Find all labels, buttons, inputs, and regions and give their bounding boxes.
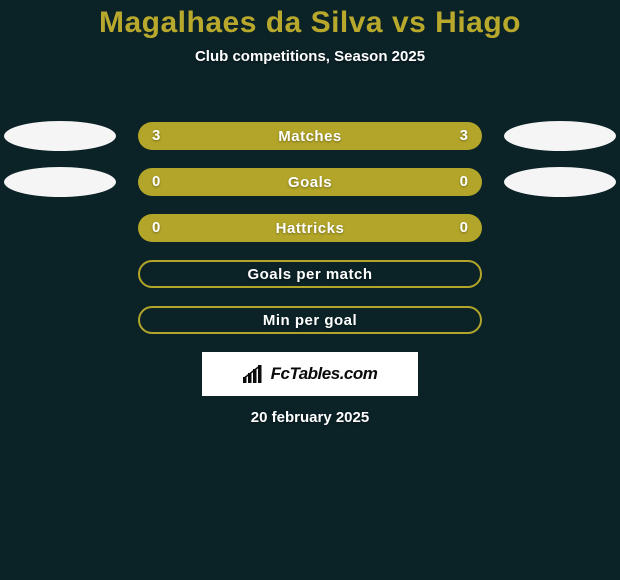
stat-value-left: 3 [152,122,160,150]
stat-value-right: 0 [460,214,468,242]
bar-chart-icon [243,365,265,383]
stat-bar: Min per goal [138,306,482,334]
stat-row: Min per goal [0,306,620,334]
title-player-right: Hiago [435,6,521,39]
stat-label: Goals [288,174,332,191]
stat-bar: Matches [138,122,482,150]
stat-value-right: 0 [460,168,468,196]
stat-row: Hattricks 0 0 [0,214,620,242]
title-vs: vs [383,6,435,39]
stat-value-left: 0 [152,168,160,196]
subtitle: Club competitions, Season 2025 [0,48,620,65]
stat-rows: Matches 3 3 Goals 0 0 Hattricks 0 0 Goals per mat… [0,122,620,352]
stat-label: Hattricks [276,220,345,237]
stat-bar: Goals per match [138,260,482,288]
stat-row: Goals 0 0 [0,168,620,196]
fctables-logo-band: FcTables.com [202,352,418,396]
stat-value-left: 0 [152,214,160,242]
stat-label: Min per goal [263,312,357,329]
fctables-logo-text: FcTables.com [271,364,378,384]
stat-row: Goals per match [0,260,620,288]
stat-bar: Goals [138,168,482,196]
stat-bar: Hattricks [138,214,482,242]
stat-row: Matches 3 3 [0,122,620,150]
stat-label: Goals per match [247,266,372,283]
comparison-infographic: Magalhaes da Silva vs Hiago Club competi… [0,0,620,580]
date-line: 20 february 2025 [0,409,620,426]
avatar-placeholder-left [4,167,116,197]
page-title: Magalhaes da Silva vs Hiago [0,0,620,40]
stat-label: Matches [278,128,342,145]
avatar-placeholder-right [504,167,616,197]
avatar-placeholder-right [504,121,616,151]
avatar-placeholder-left [4,121,116,151]
title-player-left: Magalhaes da Silva [99,6,383,39]
stat-value-right: 3 [460,122,468,150]
